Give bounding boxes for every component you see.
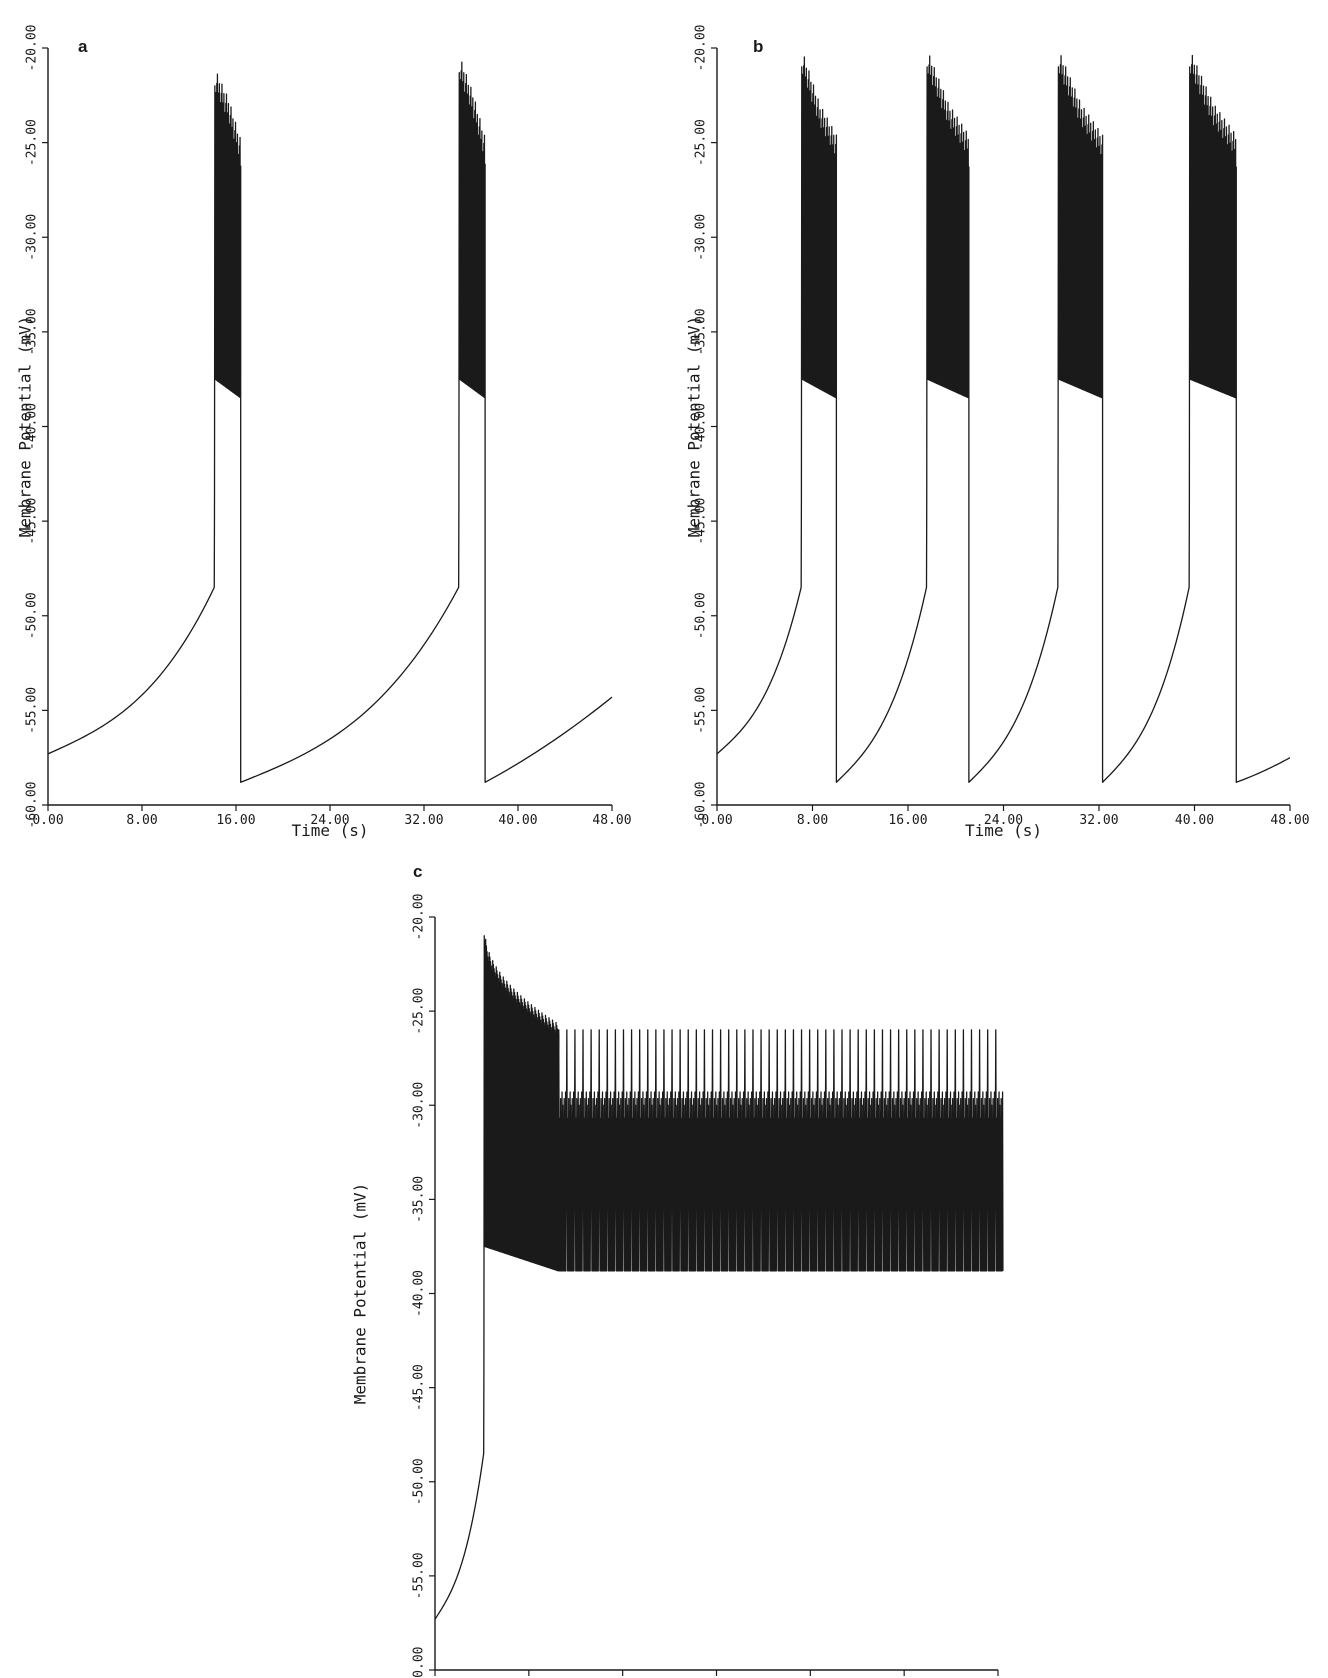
panel-label: c: [413, 862, 422, 881]
y-tick-label: -45.00: [694, 498, 709, 545]
membrane-potential-trace: [47, 61, 613, 783]
x-tick-label: 16.00: [216, 813, 255, 828]
x-axis-label: Time (s): [291, 821, 368, 840]
y-tick-label: -20.00: [412, 894, 427, 941]
y-axis-label: Membrane Potential (mV): [685, 316, 704, 538]
y-tick-label: -20.00: [25, 25, 40, 72]
y-tick-label: -60.00: [694, 782, 709, 829]
y-tick-label: -40.00: [25, 403, 40, 450]
chart-panel-c: 0.008.0016.0024.0032.0040.0048.00-60.00-…: [351, 862, 1004, 1678]
y-tick-label: -50.00: [25, 592, 40, 639]
x-tick-label: 16.00: [888, 813, 927, 828]
x-tick-label: 24.00: [310, 813, 349, 828]
y-tick-label: -20.00: [694, 25, 709, 72]
y-tick-label: -30.00: [694, 214, 709, 261]
x-tick-label: 24.00: [984, 813, 1023, 828]
chart-panel-b: 0.00 8.00 16.00 24.00 32.00 40.00 48.00 -60.00 -…: [685, 25, 1310, 840]
y-tick-label: -35.00: [25, 308, 40, 355]
y-tick-label: -55.00: [412, 1552, 427, 1599]
y-axis-label: Membrane Potential (mV): [351, 1183, 370, 1405]
x-tick-label: 48.00: [592, 813, 631, 828]
y-tick-label: -40.00: [694, 403, 709, 450]
x-tick-label: 32.00: [404, 813, 443, 828]
y-tick-label: -45.00: [412, 1364, 427, 1411]
y-tick-label: -60.00: [25, 782, 40, 829]
y-tick-label: -25.00: [25, 119, 40, 166]
panel-label: b: [753, 37, 763, 56]
x-tick-label: 40.00: [1175, 813, 1214, 828]
y-tick-label: -25.00: [412, 988, 427, 1035]
x-tick-label: 0.00: [701, 813, 732, 828]
x-axis-label: Time (s): [965, 821, 1042, 840]
y-tick-label: -55.00: [25, 687, 40, 734]
y-tick-label: -50.00: [412, 1458, 427, 1505]
y-tick-label: -25.00: [694, 119, 709, 166]
y-axis-label: Membrane Potential (mV): [16, 316, 35, 538]
y-tick-label: -60.00: [412, 1647, 427, 1678]
x-tick-label: 32.00: [1079, 813, 1118, 828]
y-tick-label: -55.00: [694, 687, 709, 734]
membrane-potential-trace: [716, 54, 1291, 783]
y-tick-label: -45.00: [25, 498, 40, 545]
panel-label: a: [78, 37, 88, 56]
chart-panel-a: 0.00 8.00 16.00 24.00 32.00 40.00 48.00 -60.00 -…: [16, 25, 632, 840]
x-tick-label: 40.00: [498, 813, 537, 828]
x-tick-label: 8.00: [797, 813, 828, 828]
x-tick-label: 8.00: [126, 813, 157, 828]
y-tick-label: -50.00: [694, 592, 709, 639]
y-tick-label: -30.00: [25, 214, 40, 261]
y-tick-label: -30.00: [412, 1082, 427, 1129]
x-tick-label: 0.00: [32, 813, 63, 828]
y-tick-label: -40.00: [412, 1270, 427, 1317]
y-tick-label: -35.00: [412, 1176, 427, 1223]
y-tick-label: -35.00: [694, 308, 709, 355]
x-tick-label: 48.00: [1270, 813, 1309, 828]
membrane-potential-trace: [434, 935, 1004, 1620]
